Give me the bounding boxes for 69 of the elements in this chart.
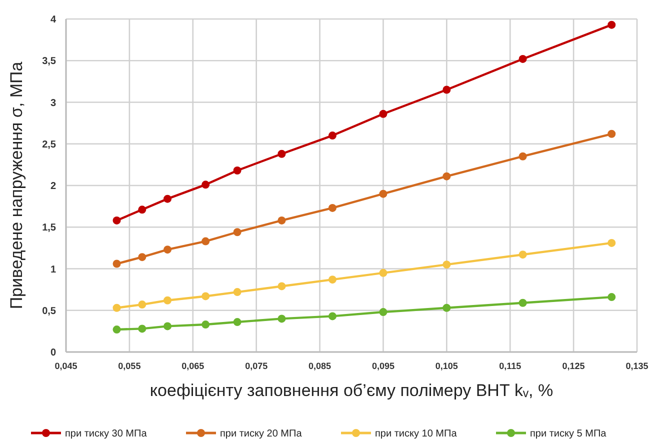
point bbox=[608, 20, 616, 29]
point bbox=[379, 268, 388, 277]
y-axis-title: Приведене напруження σ, МПа bbox=[7, 61, 26, 310]
point bbox=[138, 206, 146, 214]
x-tick-label: 0,115 bbox=[499, 361, 522, 371]
point bbox=[442, 260, 451, 269]
point bbox=[233, 228, 242, 236]
x-tick-label: 0,085 bbox=[308, 361, 332, 371]
point bbox=[328, 204, 336, 212]
point bbox=[138, 253, 146, 262]
point bbox=[608, 130, 616, 138]
point bbox=[233, 288, 242, 296]
point bbox=[379, 190, 388, 198]
point bbox=[164, 322, 172, 330]
x-tick-label: 0,125 bbox=[562, 361, 585, 371]
point bbox=[518, 250, 527, 259]
y-tick-label: 2,5 bbox=[42, 139, 56, 150]
point bbox=[202, 292, 210, 300]
y-tick-label: 3 bbox=[50, 98, 56, 109]
y-tick-label: 0 bbox=[50, 348, 56, 358]
y-tick-label: 1 bbox=[50, 264, 56, 276]
point bbox=[442, 86, 451, 94]
y-tick-label: 3,5 bbox=[42, 56, 56, 68]
point bbox=[278, 150, 286, 158]
legend-label: при тиску 10 МПа bbox=[375, 428, 458, 440]
point bbox=[164, 296, 172, 304]
x-tick-label: 0,075 bbox=[245, 361, 268, 371]
point bbox=[138, 300, 146, 309]
point bbox=[518, 54, 527, 63]
point bbox=[202, 180, 210, 189]
legend-label: при тиску 20 МПа bbox=[220, 428, 302, 440]
point bbox=[518, 298, 527, 307]
point bbox=[202, 320, 210, 329]
point bbox=[112, 260, 121, 268]
point bbox=[164, 246, 172, 254]
point bbox=[138, 324, 146, 333]
y-tick-label: 4 bbox=[50, 14, 56, 26]
point bbox=[608, 293, 616, 302]
y-tick-label: 0,5 bbox=[42, 306, 56, 317]
legend-label: при тиску 5 МПа bbox=[530, 428, 607, 440]
x-tick-label: 0,065 bbox=[182, 361, 204, 371]
point bbox=[233, 166, 242, 175]
x-tick-label: 0,045 bbox=[54, 361, 78, 371]
point bbox=[328, 276, 336, 284]
y-tick-label: 1,5 bbox=[42, 222, 56, 234]
point bbox=[518, 152, 527, 160]
x-axis-title: коефіцієнту заповнення об’єму полімеру ВНТ kᵥ, % bbox=[150, 381, 554, 400]
x-tick-label: 0,055 bbox=[118, 361, 141, 371]
point bbox=[328, 132, 336, 140]
x-tick-label: 0,135 bbox=[626, 361, 648, 371]
x-tick-label: 0,095 bbox=[372, 361, 394, 371]
point bbox=[233, 318, 242, 326]
point bbox=[202, 237, 210, 246]
legend-label: при тиску 30 МПа bbox=[65, 428, 148, 440]
point bbox=[278, 216, 286, 224]
point bbox=[112, 216, 121, 224]
point bbox=[608, 238, 616, 247]
point bbox=[328, 312, 336, 320]
point bbox=[112, 326, 121, 334]
point bbox=[164, 194, 172, 203]
point bbox=[278, 282, 286, 290]
point bbox=[278, 314, 286, 323]
point bbox=[379, 308, 388, 316]
point bbox=[442, 172, 451, 180]
point bbox=[379, 110, 388, 118]
y-tick-label: 2 bbox=[50, 181, 56, 192]
point bbox=[112, 304, 121, 312]
point bbox=[442, 304, 451, 312]
x-tick-label: 0,105 bbox=[435, 361, 458, 371]
